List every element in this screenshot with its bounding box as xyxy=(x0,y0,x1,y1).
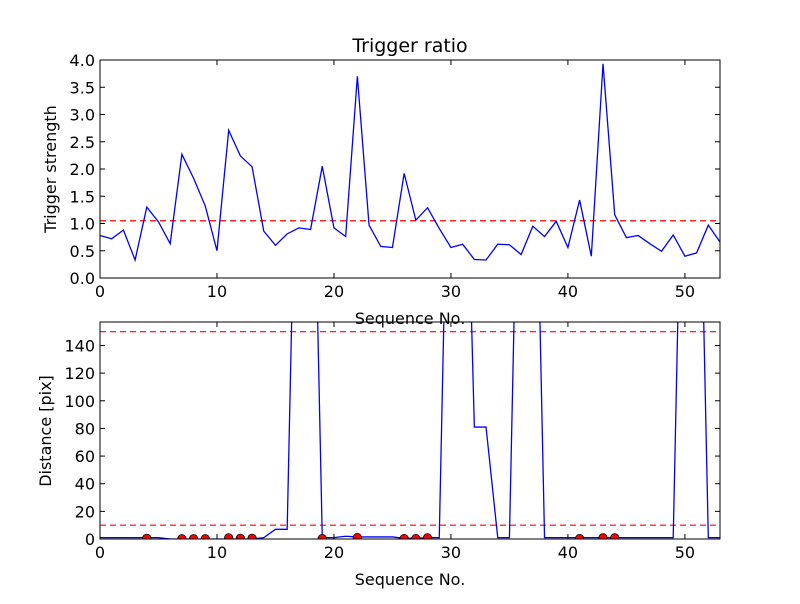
scatter-point-1-5 xyxy=(235,533,245,539)
y-tick-label-1-4: 80 xyxy=(75,419,95,438)
x-tick-label-0-0: 0 xyxy=(95,282,105,301)
scatter-point-1-13 xyxy=(598,533,608,539)
y-tick-label-0-5: 2.5 xyxy=(70,133,95,152)
x-tick-label-0-5: 50 xyxy=(675,282,695,301)
y-tick-label-1-2: 40 xyxy=(75,475,95,494)
y-tick-label-0-0: 0.0 xyxy=(70,269,95,288)
y-tick-label-1-0: 0 xyxy=(85,530,95,549)
x-tick-label-0-2: 20 xyxy=(324,282,344,301)
y-tick-label-1-3: 60 xyxy=(75,447,95,466)
x-tick-label-1-1: 10 xyxy=(207,543,227,562)
x-tick-label-1-0: 0 xyxy=(95,543,105,562)
y-tick-label-0-7: 3.5 xyxy=(70,78,95,97)
y-tick-label-0-3: 1.5 xyxy=(70,187,95,206)
plot-area-0 xyxy=(100,63,720,263)
y-tick-label-1-6: 120 xyxy=(64,364,95,383)
scatter-point-1-14 xyxy=(610,533,620,539)
y-tick-label-0-4: 2.0 xyxy=(70,160,95,179)
trigger-ratio-ylabel: Trigger strength xyxy=(41,105,60,234)
y-tick-label-0-6: 3.0 xyxy=(70,106,95,125)
series-line-0-0 xyxy=(100,63,720,263)
trigger-ratio-xlabel: Sequence No. xyxy=(355,309,466,328)
y-tick-label-1-7: 140 xyxy=(64,336,95,355)
x-tick-label-1-4: 40 xyxy=(558,543,578,562)
trigger-ratio-panel: Trigger ratio Sequence No. Trigger stren… xyxy=(41,35,721,328)
y-tick-label-1-5: 100 xyxy=(64,392,95,411)
scatter-point-1-4 xyxy=(224,533,234,539)
scatter-point-1-6 xyxy=(247,533,257,539)
distance-ylabel: Distance [pix] xyxy=(36,375,55,487)
x-tick-label-1-3: 30 xyxy=(441,543,461,562)
distance-xlabel: Sequence No. xyxy=(355,570,466,589)
scatter-point-1-11 xyxy=(422,533,433,539)
scatter-point-1-8 xyxy=(352,533,362,539)
x-tick-label-1-5: 50 xyxy=(675,543,695,562)
x-tick-label-0-4: 40 xyxy=(558,282,578,301)
scatter-point-1-0 xyxy=(142,533,152,539)
plot-frame-1 xyxy=(99,321,721,540)
x-tick-label-0-3: 30 xyxy=(441,282,461,301)
x-tick-label-1-2: 20 xyxy=(324,543,344,562)
trigger-ratio-title: Trigger ratio xyxy=(351,35,467,57)
y-tick-label-0-2: 1.0 xyxy=(70,215,95,234)
y-tick-label-1-1: 20 xyxy=(75,502,95,521)
distance-panel: Sequence No. Distance [pix] 0 10 20 30 40 50 0… xyxy=(36,321,721,589)
x-tick-label-0-1: 10 xyxy=(207,282,227,301)
y-tick-label-0-1: 0.5 xyxy=(70,242,95,261)
y-tick-label-0-8: 4.0 xyxy=(70,51,95,70)
